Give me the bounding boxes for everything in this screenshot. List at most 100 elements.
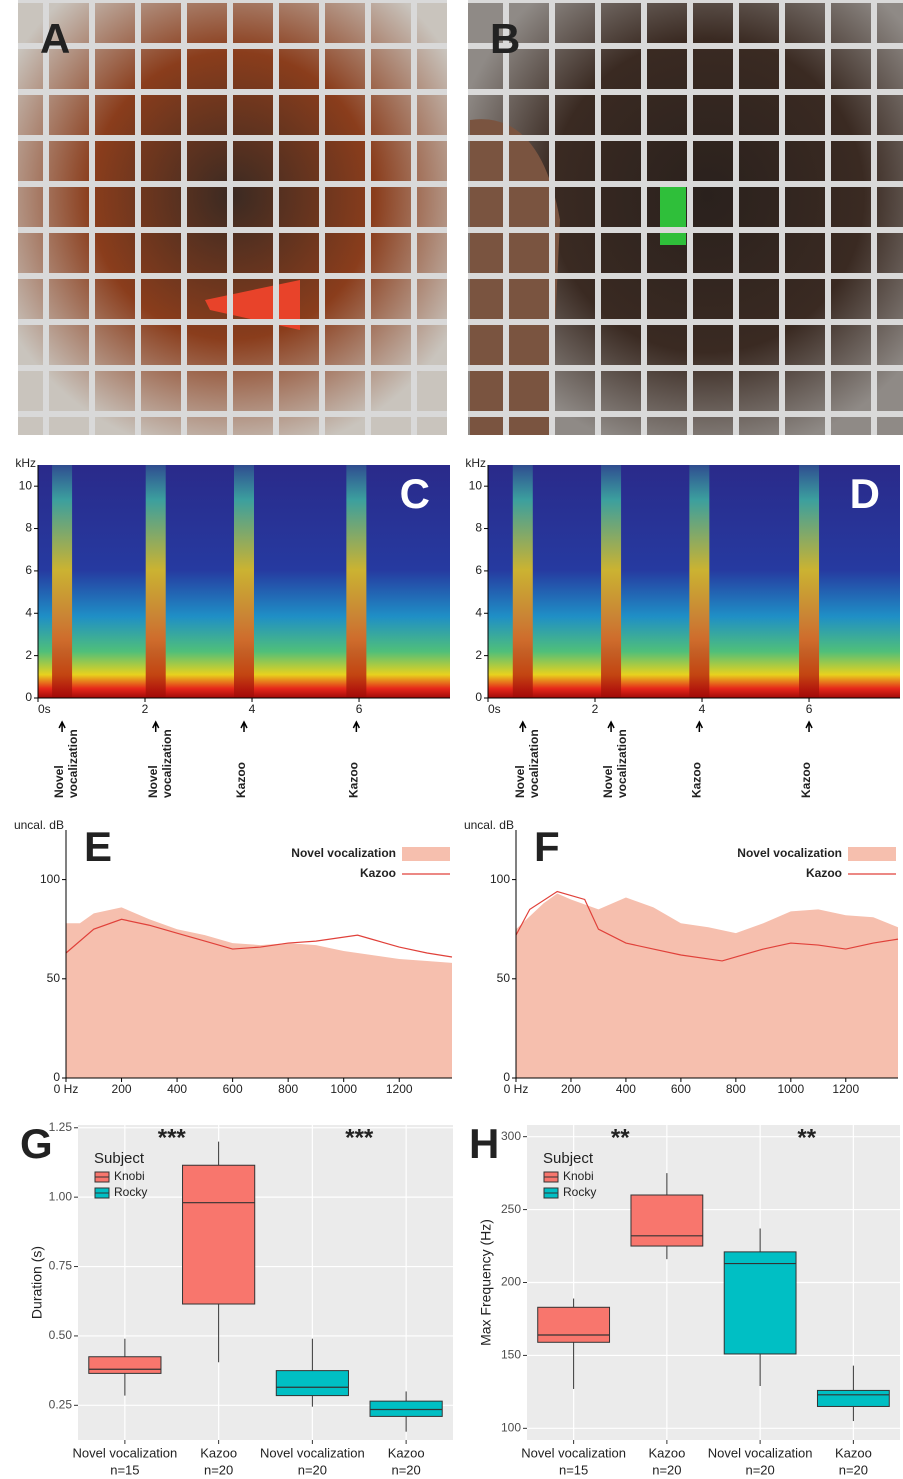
- y-tick-label: 6: [475, 563, 482, 577]
- spectrogram-burst: [513, 465, 533, 698]
- y-tick-label: 4: [25, 605, 32, 619]
- panel-letter: C: [400, 470, 430, 517]
- x-tick-label: Kazoo: [200, 1445, 237, 1460]
- x-tick-note: n=15: [110, 1462, 139, 1477]
- photo-a: A: [18, 0, 447, 435]
- legend-label: Novel vocalization: [737, 846, 842, 860]
- photo-b: B: [468, 0, 903, 435]
- x-tick-label: 6: [806, 702, 813, 716]
- x-tick-label: 2: [592, 702, 599, 716]
- annotation-arrow: [153, 722, 159, 732]
- spectrogram-burst: [146, 465, 166, 698]
- x-tick-label: Kazoo: [835, 1445, 872, 1460]
- y-tick-label: 250: [501, 1202, 521, 1216]
- y-tick-label: 100: [40, 872, 60, 886]
- y-axis-label: Duration (s): [29, 1246, 45, 1319]
- annotation-label: Kazoo: [799, 762, 813, 798]
- y-axis-label: uncal. dB: [464, 818, 514, 832]
- x-tick-label: 1000: [777, 1082, 804, 1096]
- y-tick-label: 4: [475, 605, 482, 619]
- y-axis-label: kHz: [465, 456, 486, 470]
- y-tick-label: 50: [497, 971, 511, 985]
- x-tick-label: 800: [726, 1082, 746, 1096]
- x-tick-label: Kazoo: [648, 1445, 685, 1460]
- x-tick-label: 400: [616, 1082, 636, 1096]
- spectrogram-burst: [346, 465, 366, 698]
- annotation-label: Kazoo: [690, 762, 704, 798]
- y-tick-label: 150: [501, 1348, 521, 1362]
- x-tick-label: 400: [167, 1082, 187, 1096]
- y-tick-label: 10: [469, 478, 483, 492]
- y-axis-label: Max Frequency (Hz): [478, 1219, 494, 1346]
- y-tick-label: 8: [25, 521, 32, 535]
- annotation-arrow: [696, 722, 702, 732]
- x-tick-label: 2: [142, 702, 149, 716]
- x-tick-note: n=20: [839, 1462, 868, 1477]
- y-tick-label: 1.00: [49, 1189, 73, 1203]
- figure: A B NovelvocalizationNovelvocalizationKa…: [0, 0, 903, 1479]
- x-tick-label: 1000: [330, 1082, 357, 1096]
- annotation-label: vocalization: [66, 729, 80, 798]
- x-tick-note: n=20: [391, 1462, 420, 1477]
- legend-label: Kazoo: [806, 866, 842, 880]
- x-tick-label: 1200: [832, 1082, 859, 1096]
- significance-label: ***: [345, 1124, 374, 1151]
- y-tick-label: 2: [25, 648, 32, 662]
- x-tick-label: 4: [699, 702, 706, 716]
- legend-label: Rocky: [114, 1185, 147, 1199]
- annotation-arrow: [241, 722, 247, 732]
- y-tick-label: 0.50: [49, 1328, 73, 1342]
- annotation-arrow: [608, 722, 614, 732]
- area: [66, 907, 452, 1078]
- box: [276, 1371, 348, 1396]
- annotation-arrow: [806, 722, 812, 732]
- y-tick-label: 0.25: [49, 1397, 73, 1411]
- legend-swatch: [848, 847, 896, 861]
- x-tick-label: Novel vocalization: [260, 1445, 365, 1460]
- annotation-arrow: [59, 722, 65, 732]
- y-tick-label: 8: [475, 521, 482, 535]
- x-tick-label: 4: [249, 702, 256, 716]
- y-tick-label: 300: [501, 1129, 521, 1143]
- annotation-label: Novel: [513, 765, 527, 798]
- x-tick-label: 200: [561, 1082, 581, 1096]
- y-tick-label: 100: [501, 1421, 521, 1435]
- x-tick-label: 600: [671, 1082, 691, 1096]
- spectrogram-burst: [234, 465, 254, 698]
- y-axis-label: uncal. dB: [14, 818, 64, 832]
- y-tick-label: 0: [25, 690, 32, 704]
- x-tick-label: 0 Hz: [54, 1082, 79, 1096]
- x-tick-note: n=20: [745, 1462, 774, 1477]
- x-tick-note: n=20: [652, 1462, 681, 1477]
- annotation-label: Kazoo: [234, 762, 248, 798]
- panel-letter: E: [84, 823, 112, 870]
- y-tick-label: 200: [501, 1275, 521, 1289]
- annotation-arrow: [520, 722, 526, 732]
- annotation-label: Novel: [52, 765, 66, 798]
- x-tick-label: 200: [112, 1082, 132, 1096]
- spectrogram-burst: [52, 465, 72, 698]
- y-tick-label: 0.75: [49, 1259, 73, 1273]
- box: [538, 1307, 610, 1342]
- significance-label: **: [611, 1124, 630, 1151]
- legend-label: Rocky: [563, 1185, 596, 1199]
- x-tick-note: n=20: [204, 1462, 233, 1477]
- annotation-label: Novel: [146, 765, 160, 798]
- spectrogram-burst: [689, 465, 709, 698]
- y-tick-label: 50: [47, 971, 61, 985]
- x-tick-note: n=20: [298, 1462, 327, 1477]
- box: [370, 1401, 442, 1416]
- panel-letter: H: [469, 1120, 499, 1167]
- legend-label: Kazoo: [360, 866, 396, 880]
- spectrogram-burst: [799, 465, 819, 698]
- annotation-label: Kazoo: [347, 762, 361, 798]
- x-tick-note: n=15: [559, 1462, 588, 1477]
- legend-title: Subject: [543, 1150, 594, 1167]
- y-tick-label: 6: [25, 563, 32, 577]
- annotation-arrow: [353, 722, 359, 732]
- x-tick-label: Kazoo: [388, 1445, 425, 1460]
- x-tick-label: 1200: [386, 1082, 413, 1096]
- box: [631, 1195, 703, 1246]
- y-tick-label: 0: [475, 690, 482, 704]
- panel-letter: F: [534, 823, 560, 870]
